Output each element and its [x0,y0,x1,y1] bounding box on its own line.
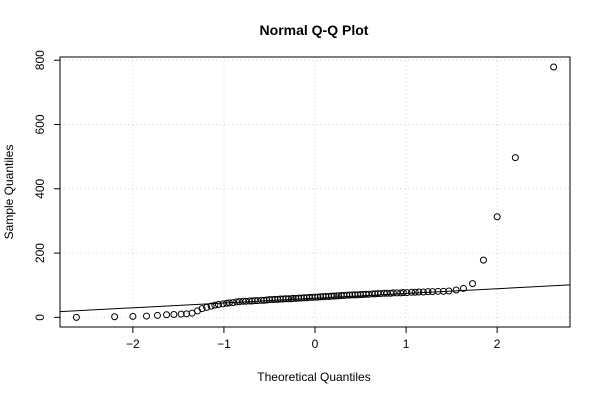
x-tick-label: 2 [494,337,501,351]
data-point [207,302,215,310]
data-point [306,293,314,301]
data-point [257,296,265,304]
data-point [285,295,293,303]
data-point [229,299,237,307]
data-point [424,288,432,296]
data-point [211,301,219,309]
data-point [325,292,333,300]
data-point [300,294,308,302]
data-point [111,313,119,321]
data-point [72,313,80,321]
data-point [214,301,222,308]
data-point [415,288,423,296]
y-tick-label: 0 [33,314,47,321]
data-point [389,289,397,297]
data-point [333,292,341,300]
data-point [459,284,467,292]
x-axis: −2 −1 0 1 2 [126,327,501,351]
data-point [371,290,379,298]
data-point [445,287,453,295]
data-point [368,290,376,298]
data-point [248,297,256,305]
data-point [245,297,253,305]
data-point [327,292,335,300]
data-point [434,287,442,295]
data-point [198,305,206,313]
data-point [351,291,359,299]
y-tick-label: 400 [33,178,47,198]
data-point [408,288,416,296]
y-tick-label: 600 [33,114,47,134]
data-point [143,312,151,320]
data-point [479,256,487,264]
data-point [403,289,411,297]
chart-title: Normal Q-Q Plot [260,22,369,38]
data-point [340,292,348,299]
y-axis-label: Sample Quantiles [2,145,16,240]
data-point [314,293,322,301]
data-point [399,289,407,297]
data-point [308,293,316,301]
data-point [219,300,227,308]
data-points [72,63,558,321]
x-axis-label: Theoretical Quantiles [257,370,370,384]
data-point [359,291,367,299]
data-point [203,303,211,311]
data-point [295,294,303,302]
data-point [263,296,271,304]
y-axis: 0 200 400 600 800 [33,50,60,321]
data-point [153,311,161,319]
x-tick-label: −1 [217,337,231,351]
data-point [469,280,477,288]
x-tick-label: −2 [126,337,140,351]
data-point [303,294,311,302]
data-point [550,63,558,71]
data-point [452,286,460,294]
y-tick-label: 800 [33,50,47,70]
data-point [289,294,297,302]
data-point [337,292,345,299]
data-point [170,310,178,318]
data-point [493,213,501,221]
data-point [428,288,436,296]
data-point [265,296,273,304]
data-point [268,296,276,304]
data-point [129,312,137,320]
data-point [419,288,427,296]
data-point [511,154,519,162]
data-point [335,292,343,300]
grid [60,57,570,327]
data-point [282,295,290,303]
data-point [439,287,447,295]
data-point [274,295,282,303]
data-point [292,294,300,302]
data-point [163,311,171,319]
data-point [411,288,419,296]
x-tick-label: 0 [312,337,319,351]
x-tick-label: 1 [403,337,410,351]
data-point [276,295,284,303]
data-point [297,294,305,302]
data-point [177,310,185,318]
data-point [271,295,279,303]
data-point [319,293,327,301]
y-tick-label: 200 [33,243,47,263]
data-point [311,293,319,301]
data-point [330,292,338,300]
data-point [357,291,365,299]
data-point [354,291,362,299]
data-point [348,291,356,299]
data-point [225,299,233,307]
data-point [346,291,354,299]
data-point [322,292,330,300]
data-point [316,293,324,301]
data-point [343,291,351,299]
data-point [279,295,287,303]
